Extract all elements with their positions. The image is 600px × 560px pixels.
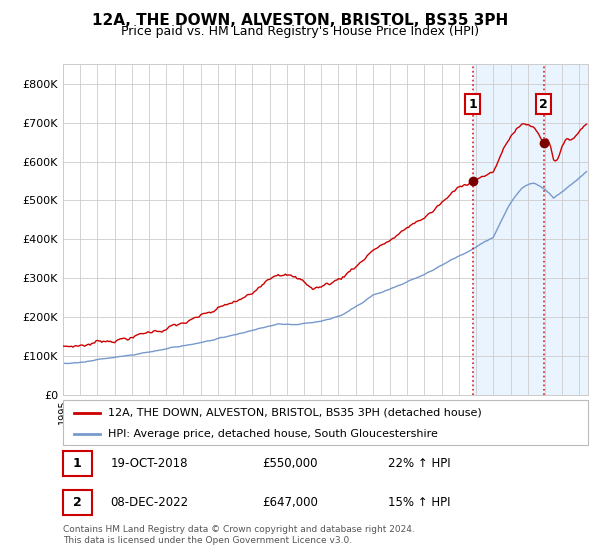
Bar <box>473 64 600 395</box>
Text: 12A, THE DOWN, ALVESTON, BRISTOL, BS35 3PH: 12A, THE DOWN, ALVESTON, BRISTOL, BS35 3… <box>92 13 508 28</box>
Text: Contains HM Land Registry data © Crown copyright and database right 2024.
This d: Contains HM Land Registry data © Crown c… <box>63 525 415 545</box>
Text: 15% ↑ HPI: 15% ↑ HPI <box>389 496 451 509</box>
Text: £647,000: £647,000 <box>263 496 319 509</box>
Text: Price paid vs. HM Land Registry's House Price Index (HPI): Price paid vs. HM Land Registry's House … <box>121 25 479 38</box>
Text: 08-DEC-2022: 08-DEC-2022 <box>110 496 188 509</box>
Text: 12A, THE DOWN, ALVESTON, BRISTOL, BS35 3PH (detached house): 12A, THE DOWN, ALVESTON, BRISTOL, BS35 3… <box>107 408 481 418</box>
Text: 19-OCT-2018: 19-OCT-2018 <box>110 457 188 470</box>
Text: HPI: Average price, detached house, South Gloucestershire: HPI: Average price, detached house, Sout… <box>107 429 437 439</box>
Text: 2: 2 <box>73 496 82 509</box>
Bar <box>63 490 92 515</box>
Text: £550,000: £550,000 <box>263 457 318 470</box>
Bar <box>63 451 92 476</box>
Text: 1: 1 <box>468 97 477 110</box>
Text: 2: 2 <box>539 97 548 110</box>
Text: 1: 1 <box>73 457 82 470</box>
Text: 22% ↑ HPI: 22% ↑ HPI <box>389 457 451 470</box>
